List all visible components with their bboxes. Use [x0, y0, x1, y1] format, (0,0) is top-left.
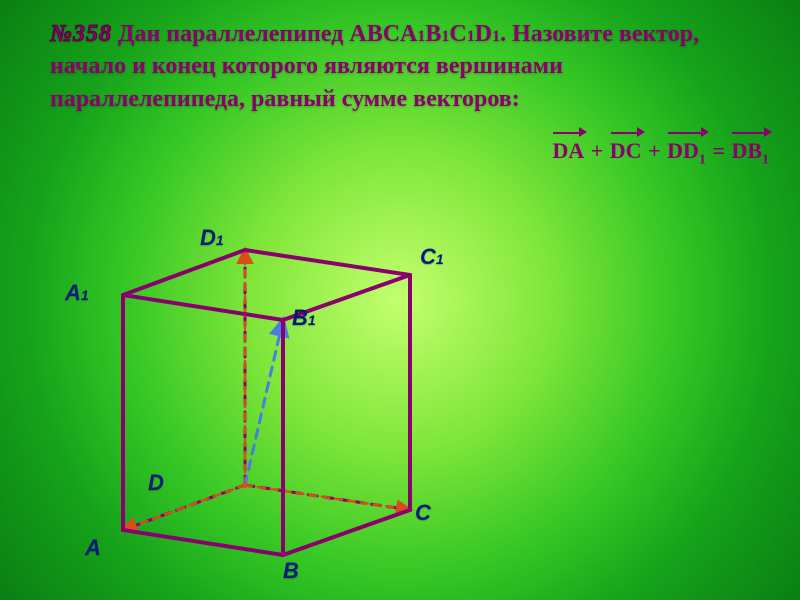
- vertex-label-C1: C1: [420, 244, 444, 270]
- vertex-label-A: A: [85, 535, 101, 561]
- vertex-label-C: C: [415, 500, 431, 526]
- vertex-label-B: B: [283, 558, 299, 584]
- vector-DA: [123, 485, 245, 530]
- vertex-label-D: D: [148, 470, 164, 496]
- vertex-label-A1: A1: [65, 280, 89, 306]
- vector-DC: [245, 485, 410, 510]
- vector-DB1: [245, 320, 283, 485]
- vertex-label-B1: B1: [292, 305, 316, 331]
- vertex-D-point: [242, 482, 248, 488]
- vertex-label-D1: D1: [200, 225, 224, 251]
- parallelepiped-diagram: [0, 0, 800, 600]
